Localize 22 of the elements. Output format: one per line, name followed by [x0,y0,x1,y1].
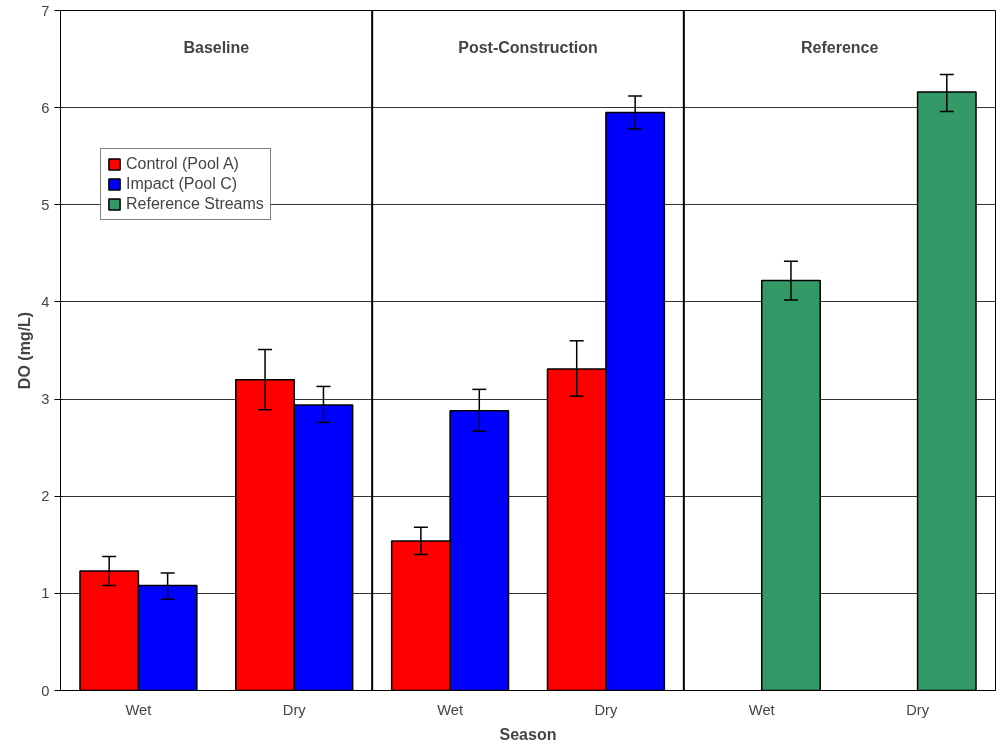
legend-label: Reference Streams [126,195,264,213]
annotation: Baseline [183,39,250,57]
x-tick-label: Wet [437,701,463,718]
x-tick-label: Dry [594,701,618,718]
x-tick-label: Wet [125,701,152,718]
y-tick-label: 0 [41,682,50,699]
x-tick-label: Dry [906,701,930,718]
x-axis-title: Season [499,725,557,743]
y-tick-label: 3 [41,391,50,408]
y-tick-label: 5 [41,196,50,213]
legend-label: Impact (Pool C) [126,175,238,193]
legend-label: Control (Pool A) [126,155,239,173]
y-tick-label: 6 [41,99,50,116]
annotation: Post-Construction [458,39,598,57]
y-tick-label: 2 [41,488,50,505]
y-tick-label: 7 [41,2,50,19]
annotation: Reference [800,39,879,57]
y-tick-label: 4 [41,293,50,310]
y-tick-label: 1 [41,585,50,602]
y-axis-title: DO (mg/L) [16,311,34,390]
x-tick-label: Dry [282,701,307,718]
x-tick-label: Wet [748,701,775,718]
